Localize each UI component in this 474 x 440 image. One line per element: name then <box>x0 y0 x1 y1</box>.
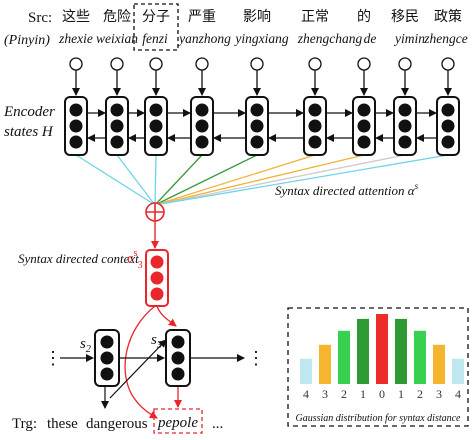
gaussian-bar-8 <box>452 358 464 384</box>
trg-label: Trg: <box>12 416 37 432</box>
source-input-node-2 <box>149 57 163 71</box>
attention-line-0 <box>75 154 156 206</box>
source-hanzi-7: 移民 <box>391 9 419 25</box>
source-input-node-7 <box>398 57 412 71</box>
source-pinyin-1: weixian <box>96 31 138 46</box>
source-hanzi-6: 的 <box>357 9 371 25</box>
source-pinyin-0: zhexie <box>58 31 93 46</box>
gaussian-distance-5: 1 <box>398 387 404 401</box>
source-pinyin-2: fenzi <box>142 31 168 46</box>
source-pinyin-5: zhengchang <box>297 31 363 46</box>
source-hanzi-4: 影响 <box>243 9 271 25</box>
source-input-node-8 <box>441 57 455 71</box>
source-pinyin-6: de <box>364 31 377 46</box>
source-pinyin-8: zhengce <box>423 31 467 46</box>
encoder-state-0 <box>64 96 88 156</box>
gaussian-bar-4 <box>376 314 388 384</box>
source-hanzi-3: 严重 <box>188 9 216 25</box>
source-input-node-1 <box>110 57 124 71</box>
source-input-node-0 <box>69 57 83 71</box>
highlighted-source-box <box>133 3 179 51</box>
attention-line-1 <box>116 154 156 206</box>
gaussian-bar-5 <box>395 318 407 384</box>
source-hanzi-5: 正常 <box>301 9 329 25</box>
context-symbol: cs3 <box>127 248 143 271</box>
encoder-state-1 <box>105 96 129 156</box>
target-token-3-box <box>153 408 203 434</box>
decoder-state-s3 <box>165 329 191 387</box>
target-ellipsis: ... <box>212 416 223 432</box>
attention-line-5 <box>154 154 316 206</box>
attention-line-7 <box>154 154 406 206</box>
source-pinyin-3: yanzhong <box>177 31 231 46</box>
source-hanzi-8: 政策 <box>434 8 462 25</box>
decoder-ellipsis-left: ⋮ <box>44 348 62 368</box>
target-token-3: pepole <box>157 415 198 431</box>
gaussian-bar-0 <box>300 358 312 384</box>
source-hanzi-0: 这些 <box>62 8 90 25</box>
source-pinyin-4: yingxiang <box>233 31 288 46</box>
source-tokens: 这些 zhexie 危险 weixian 分子 fenzi 严重 yanzhong 影响 ying… <box>58 3 468 51</box>
source-pinyin-7: yimin <box>393 31 425 46</box>
gaussian-distance-6: 2 <box>417 387 423 401</box>
source-input-node-4 <box>250 57 264 71</box>
encoder-state-8 <box>436 96 460 156</box>
syntax-context-label: Syntax directed context <box>18 251 139 266</box>
gaussian-panel <box>287 307 469 427</box>
target-token-2: dangerous <box>86 416 148 432</box>
encoder-states <box>64 57 460 156</box>
encoder-state-7 <box>393 96 417 156</box>
target-token-1: these <box>47 416 78 432</box>
encoder-state-6 <box>352 96 376 156</box>
encoder-state-2 <box>144 96 168 156</box>
source-hanzi-2: 分子 <box>142 9 170 25</box>
gaussian-distance-1: 3 <box>322 387 328 401</box>
attention-sum-node <box>145 202 165 222</box>
decoder-s3-label: s3 <box>151 332 162 351</box>
encoder-state-4 <box>245 96 269 156</box>
encoder-label-line2: states H <box>4 124 54 140</box>
gaussian-bar-6 <box>414 330 426 384</box>
attention-line-4 <box>154 154 258 206</box>
attention-line-6 <box>154 154 365 206</box>
source-input-node-6 <box>357 57 371 71</box>
encoder-state-5 <box>303 96 327 156</box>
gaussian-distance-7: 3 <box>436 387 442 401</box>
decoder-s2-label: s2 <box>80 336 91 355</box>
gaussian-bar-2 <box>338 330 350 384</box>
decoder-ellipsis-right: ⋮ <box>247 348 265 368</box>
decoder-state-s2 <box>94 329 120 387</box>
context-to-s3-arrow <box>156 305 177 327</box>
gaussian-bar-3 <box>357 318 369 384</box>
gaussian-caption: Gaussian distribution for syntax distanc… <box>296 413 462 424</box>
source-input-node-5 <box>308 57 322 71</box>
encoder-state-3 <box>190 96 214 156</box>
source-input-node-3 <box>195 57 209 71</box>
gaussian-distance-3: 1 <box>360 387 366 401</box>
encoder-label-line1: Encoder <box>3 104 55 120</box>
gaussian-bar-1 <box>319 344 331 384</box>
gaussian-distance-0: 4 <box>303 387 309 401</box>
syntax-attention-label: Syntax directed attention αs <box>275 181 419 198</box>
gaussian-distance-2: 2 <box>341 387 347 401</box>
gaussian-distance-8: 4 <box>455 387 461 401</box>
gaussian-distance-4: 0 <box>379 387 385 401</box>
context-vector <box>145 249 169 307</box>
src-label: Src: <box>28 10 52 26</box>
gaussian-bar-7 <box>433 344 445 384</box>
attention-line-8 <box>154 154 449 206</box>
pinyin-label: (Pinyin) <box>4 33 50 48</box>
context-to-output-arrow <box>124 305 158 419</box>
attention-line-3 <box>154 154 203 206</box>
attention-line-2 <box>154 154 157 206</box>
attention-lines <box>75 154 449 206</box>
prev-output-to-s3 <box>109 339 167 399</box>
source-hanzi-1: 危险 <box>103 9 131 25</box>
